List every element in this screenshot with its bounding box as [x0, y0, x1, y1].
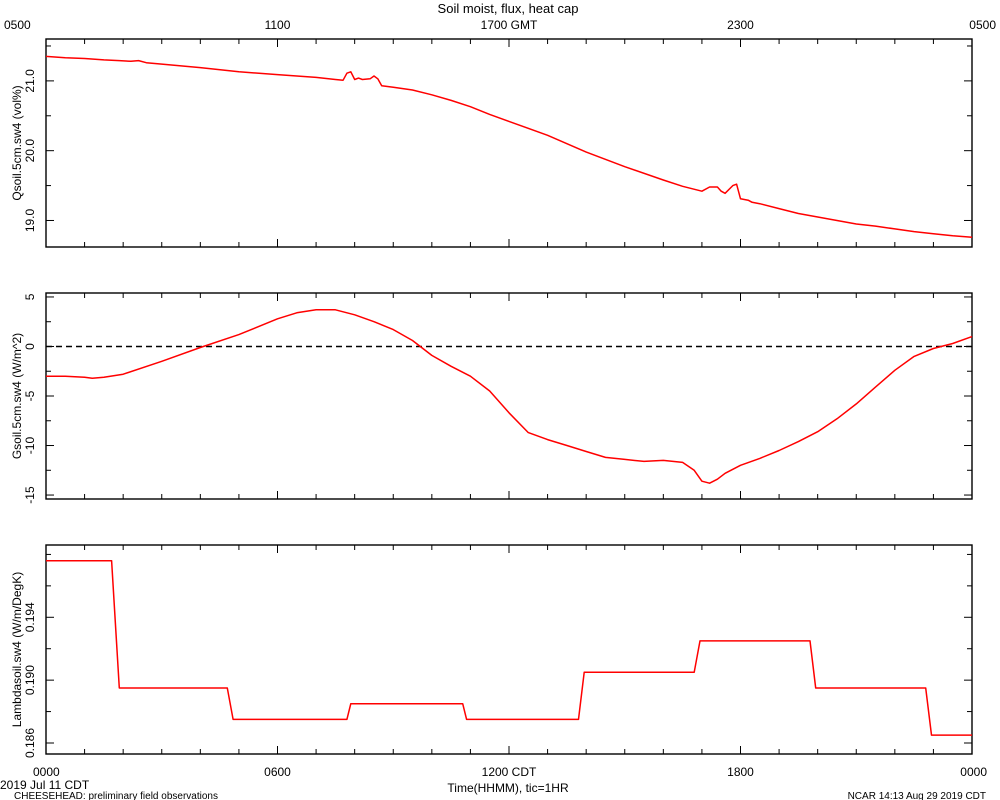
y-tick-label: 0: [23, 343, 37, 350]
y-tick-label: -10: [23, 437, 37, 455]
bottom-axis-tick-label: 0600: [264, 765, 291, 779]
top-axis-tick-label: 1700 GMT: [481, 18, 538, 32]
y-axis-label: Lambdasoil.sw4 (W/m/DegK): [10, 572, 24, 727]
x-axis-label: Time(HHMM), tic=1HR: [447, 781, 569, 795]
panel-2: -15 -10 -5 0 5 Gsoil.5cm.sw4 (W/m^2): [10, 292, 973, 504]
y-tick-label: 0.186: [23, 728, 37, 758]
footer-date: 2019 Jul 11 CDT: [0, 778, 90, 792]
footer-note-right: NCAR 14:13 Aug 29 2019 CDT: [848, 791, 986, 800]
bottom-axis-tick-label: 0000: [33, 765, 60, 779]
y-tick-label: 0.190: [23, 665, 37, 695]
y-axis-label: Gsoil.5cm.sw4 (W/m^2): [10, 333, 24, 459]
y-axis-label: Qsoil.5cm.sw4 (vol%): [10, 85, 24, 200]
bottom-axis-tick-label: 1200 CDT: [482, 765, 537, 779]
series-line: [45, 55, 973, 238]
series-line: [46, 309, 973, 484]
footer-note-left: CHEESEHEAD: preliminary field observatio…: [14, 791, 218, 800]
y-tick-label: -5: [23, 390, 37, 401]
y-tick-label: 21.0: [23, 69, 37, 93]
top-axis-tick-label: 2300: [727, 18, 754, 32]
y-tick-label: 5: [23, 293, 37, 300]
y-tick-label: 0.194: [23, 602, 37, 632]
panel-frame: [45, 544, 973, 755]
y-tick-label: -15: [23, 486, 37, 504]
series-line: [46, 559, 972, 736]
chart-title: Soil moist, flux, heat cap: [438, 1, 579, 16]
bottom-axis-tick-label: 0000: [960, 765, 987, 779]
panel-frame: [45, 292, 973, 500]
bottom-axis-tick-label: 1800: [727, 765, 754, 779]
top-axis-tick-labels: 0500 1100 1700 GMT 2300 0500: [4, 18, 996, 32]
top-axis-tick-label: 0500: [4, 18, 31, 32]
y-tick-label: 20.0: [23, 139, 37, 163]
y-tick-label: 19.0: [23, 208, 37, 232]
bottom-axis-tick-labels: 0000 0600 1200 CDT 1800 0000: [33, 765, 987, 779]
panel-frame: [45, 38, 973, 248]
top-axis-tick-label: 0500: [969, 18, 996, 32]
top-axis-tick-label: 1100: [265, 18, 291, 32]
